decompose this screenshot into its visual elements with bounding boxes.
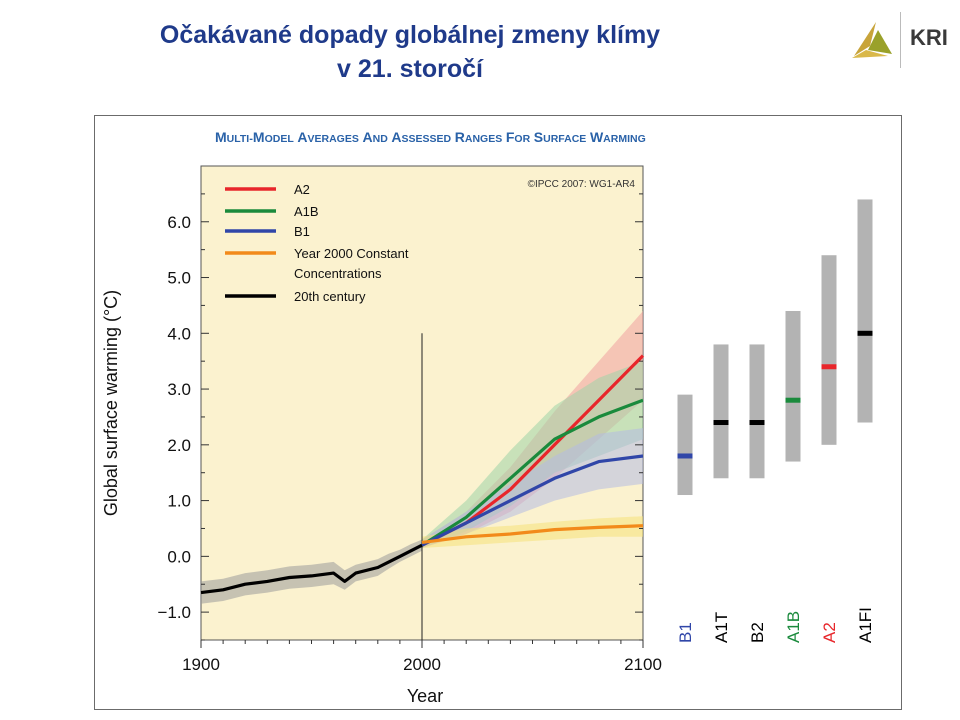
range-best-a1fi xyxy=(857,330,873,336)
range-label-a2: A2 xyxy=(820,622,839,643)
scenario-range-bars: B1 A1T B2 A1B A2 A1FI xyxy=(676,199,875,643)
range-label-b2: B2 xyxy=(748,622,767,643)
y-tick-label: 4.0 xyxy=(167,324,191,343)
range-bar-a1t xyxy=(713,344,729,479)
range-label-a1fi: A1FI xyxy=(856,607,875,643)
x-tick-label: 2000 xyxy=(403,655,441,674)
range-bar-a1b xyxy=(785,310,801,462)
range-bar-b2 xyxy=(749,344,765,479)
y-tick-label: −1.0 xyxy=(157,603,191,622)
legend-label: 20th century xyxy=(294,289,366,304)
legend-label: B1 xyxy=(294,224,310,239)
line-20th-century xyxy=(200,543,423,595)
chart-title: MULTI-MODEL AVERAGES AND ASSESSED RANGES… xyxy=(215,129,646,145)
range-best-a1t xyxy=(713,420,729,426)
chart-credit: ©IPCC 2007: WG1-AR4 xyxy=(528,179,636,190)
ipcc-figure: MULTI-MODEL AVERAGES AND ASSESSED RANGES… xyxy=(94,115,902,710)
y-tick-label: 5.0 xyxy=(167,269,191,288)
line-b1 xyxy=(421,454,644,547)
legend-label: A1B xyxy=(294,204,319,219)
logo-text: KRI xyxy=(910,25,948,50)
x-axis-label: Year xyxy=(407,686,443,706)
legend-label: Concentrations xyxy=(294,266,382,281)
range-bar-a2 xyxy=(821,255,837,445)
chart-legend: A2 A1B B1 Year 2000 Constant Concentrations 2… xyxy=(225,182,409,304)
series-lines xyxy=(200,354,645,595)
band-a1b xyxy=(422,361,643,548)
x-tick-label: 1900 xyxy=(182,655,220,674)
slide-title: Očakávané dopady globálnej zmeny klímy v… xyxy=(110,18,710,86)
warming-chart: MULTI-MODEL AVERAGES AND ASSESSED RANGES… xyxy=(101,129,875,706)
range-label-b1: B1 xyxy=(676,622,695,643)
range-best-a2 xyxy=(821,364,837,370)
y-tick-label: 2.0 xyxy=(167,436,191,455)
y-tick-label: 1.0 xyxy=(167,492,191,511)
y-tick-label: 0.0 xyxy=(167,547,191,566)
axes: −1.0 0.0 1.0 2.0 3.0 4.0 5.0 6.0 1900 2000 2100 xyxy=(157,193,662,674)
legend-label: Year 2000 Constant xyxy=(294,246,409,261)
y-tick-label: 6.0 xyxy=(167,213,191,232)
logo-divider xyxy=(900,12,901,68)
range-bar-a1fi xyxy=(857,199,873,423)
range-best-b2 xyxy=(749,420,765,426)
line-a1b xyxy=(421,398,644,547)
slide-title-line-1: Očakávané dopady globálnej zmeny klímy xyxy=(159,21,661,49)
range-label-a1b: A1B xyxy=(784,611,803,643)
y-tick-label: 3.0 xyxy=(167,380,191,399)
range-best-a1b xyxy=(785,397,801,403)
range-best-b1 xyxy=(677,453,693,459)
range-bar-b1 xyxy=(677,394,693,496)
y-axis-label: Global surface warming (°C) xyxy=(101,290,121,516)
kri-logo: KRI xyxy=(848,10,952,70)
range-label-a1t: A1T xyxy=(712,612,731,643)
legend-label: A2 xyxy=(294,182,310,197)
x-tick-label: 2100 xyxy=(624,655,662,674)
kri-logo-mark-icon xyxy=(852,22,892,58)
band-20th-century xyxy=(201,539,422,604)
line-year-2000-constant-concentrations xyxy=(421,524,644,544)
slide-title-line-2: v 21. storočí xyxy=(337,55,483,83)
